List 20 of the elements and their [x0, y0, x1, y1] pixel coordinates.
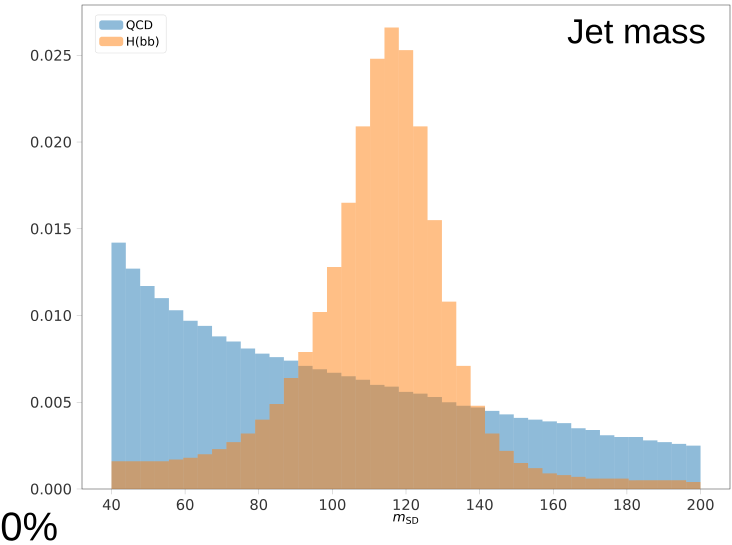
y-tick-label: 0.005 — [30, 396, 71, 408]
y-tick-label: 0.020 — [30, 136, 71, 148]
x-tick-label: 60 — [176, 499, 194, 510]
y-tick-label: 0.025 — [30, 50, 71, 61]
x-tick-label: 140 — [467, 499, 493, 510]
x-axis-title: m$_{SD}$ — [393, 514, 418, 524]
y-tick-label: 0.015 — [30, 223, 71, 234]
x-tick-label: 200 — [688, 499, 714, 510]
x-tick-label: 100 — [320, 499, 346, 510]
x-tick-label: 180 — [614, 499, 640, 510]
y-tick-label: 0.000 — [30, 483, 71, 495]
chart-title: Jet mass — [568, 19, 705, 44]
x-tick-label: 80 — [250, 499, 268, 510]
x-tick-label: 160 — [540, 499, 566, 510]
legend-label: QCD — [126, 20, 152, 31]
x-tick-label: 120 — [394, 499, 420, 510]
x-tick-label: 40 — [102, 499, 120, 510]
text: 0% — [2, 512, 57, 541]
y-tick-label: 0.010 — [30, 310, 71, 322]
legend-label: H(bb) — [127, 36, 159, 48]
